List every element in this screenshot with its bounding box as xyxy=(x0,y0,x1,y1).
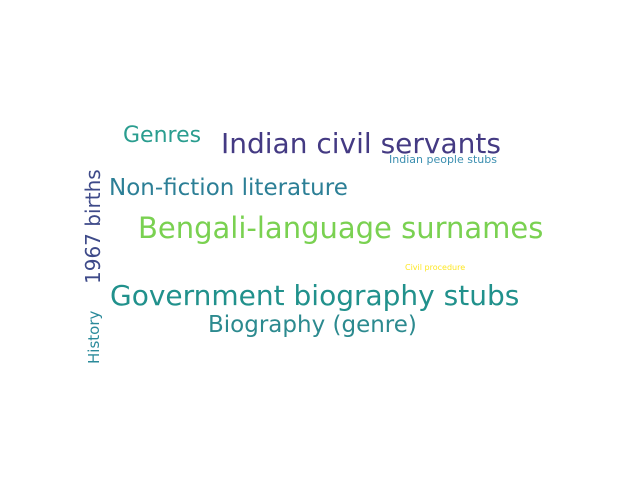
word-biography-genre: Biography (genre) xyxy=(208,312,417,338)
word-non-fiction-literature: Non-fiction literature xyxy=(109,175,348,201)
word-indian-civil-servants: Indian civil servants xyxy=(221,127,501,160)
word-bengali-language-surnames: Bengali-language surnames xyxy=(138,211,544,245)
word-1967-births: 1967 births xyxy=(81,169,105,284)
word-civil-procedure: Civil procedure xyxy=(405,263,466,272)
word-government-biography-stubs: Government biography stubs xyxy=(110,279,520,312)
word-indian-people-stubs: Indian people stubs xyxy=(389,153,497,166)
word-history: History xyxy=(85,310,103,364)
word-genres: Genres xyxy=(123,123,202,148)
